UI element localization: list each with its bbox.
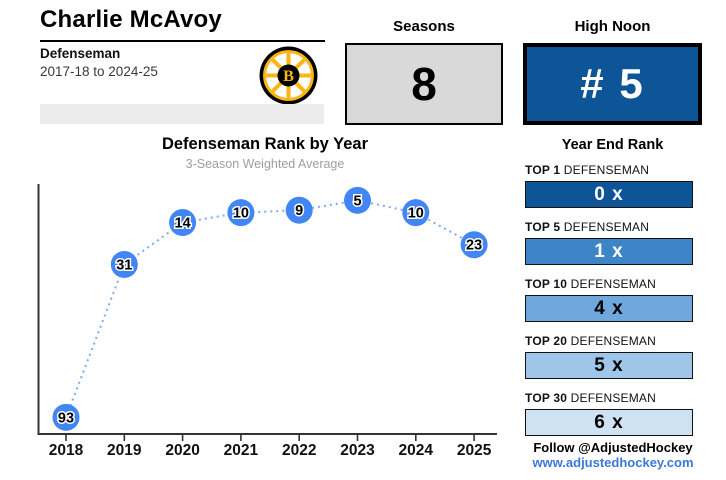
- rank-row-label: TOP 10 DEFENSEMAN: [525, 277, 656, 291]
- year-end-rank-rows: TOP 1 DEFENSEMAN 0 x TOP 5 DEFENSEMAN 1 x TO…: [525, 163, 693, 448]
- data-point-value: 9: [295, 203, 303, 219]
- header-accent-bar: [40, 104, 324, 124]
- data-point-marker: [402, 199, 430, 227]
- rank-row-label: TOP 30 DEFENSEMAN: [525, 391, 656, 405]
- data-point-value: 93: [58, 410, 74, 426]
- header-divider: [40, 40, 325, 42]
- rank-count-bar: 1 x: [525, 238, 693, 265]
- data-point-value: 5: [353, 193, 361, 209]
- high-noon-label: High Noon: [574, 18, 651, 35]
- rank-row: TOP 30 DEFENSEMAN 6 x: [525, 391, 693, 436]
- rank-row: TOP 10 DEFENSEMAN 4 x: [525, 277, 693, 322]
- data-point-marker: [460, 231, 488, 259]
- data-point-marker: [285, 196, 313, 224]
- trend-line: [65, 199, 475, 418]
- data-point-value: 23: [466, 238, 482, 254]
- x-axis-label: 2022: [282, 442, 316, 459]
- player-seasons-range: 2017-18 to 2024-25: [40, 64, 158, 79]
- seasons-value: 8: [411, 58, 437, 110]
- x-axis-label: 2019: [107, 442, 142, 459]
- seasons-box: 8: [345, 43, 503, 125]
- rank-row-label: TOP 5 DEFENSEMAN: [525, 220, 650, 234]
- chart-subtitle: 3-Season Weighted Average: [185, 157, 345, 171]
- rank-row-label: TOP 20 DEFENSEMAN: [525, 334, 656, 348]
- rank-count-bar: 0 x: [525, 181, 693, 208]
- x-axis-label: 2025: [457, 442, 492, 459]
- website-link[interactable]: www.adjustedhockey.com: [532, 455, 694, 470]
- data-point-value: 14: [175, 216, 191, 232]
- bruins-logo-icon: B: [259, 46, 318, 105]
- rank-row: TOP 20 DEFENSEMAN 5 x: [525, 334, 693, 379]
- player-position: Defenseman: [40, 46, 121, 61]
- high-noon-value: # 5: [580, 60, 645, 107]
- x-axis-label: 2023: [340, 442, 375, 459]
- data-point-marker: [169, 209, 197, 237]
- data-point-value: 10: [233, 206, 249, 222]
- rank-row: TOP 1 DEFENSEMAN 0 x: [525, 163, 693, 208]
- rank-count-bar: 6 x: [525, 409, 693, 436]
- high-noon-box: # 5: [523, 43, 702, 125]
- year-end-rank-title: Year End Rank: [561, 137, 664, 153]
- follow-text: Follow @AdjustedHockey: [533, 440, 693, 455]
- rank-row-label: TOP 1 DEFENSEMAN: [525, 163, 650, 177]
- x-axis-label: 2024: [399, 442, 434, 459]
- rank-count-bar: 5 x: [525, 352, 693, 379]
- rank-count-bar: 4 x: [525, 295, 693, 322]
- chart-title: Defenseman Rank by Year: [161, 135, 369, 153]
- data-point-marker: [110, 250, 138, 278]
- seasons-label: Seasons: [393, 18, 455, 35]
- data-point-marker: [227, 199, 255, 227]
- bruins-logo-letter: B: [283, 67, 294, 85]
- data-point-marker: [344, 186, 371, 214]
- x-axis-label: 2020: [165, 442, 199, 459]
- data-point-marker: [52, 403, 80, 431]
- rank-row: TOP 5 DEFENSEMAN 1 x: [525, 220, 693, 265]
- data-point-value: 10: [408, 206, 424, 222]
- rank-by-year-chart: 2018 2019 2020 2021 2022 2023 2024 2025 93 31 14 10…: [37, 184, 497, 459]
- x-axis-label: 2021: [224, 442, 259, 459]
- player-name: Charlie McAvoy: [40, 6, 222, 33]
- data-point-value: 31: [116, 257, 132, 273]
- x-axis-label: 2018: [49, 442, 84, 459]
